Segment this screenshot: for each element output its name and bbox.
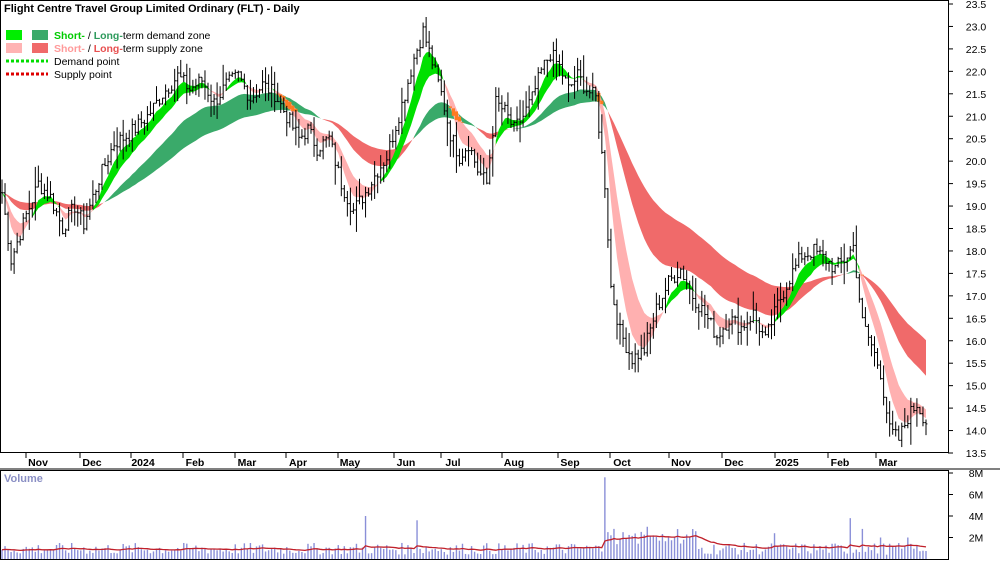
- price-tick-label: 21.5: [966, 89, 987, 101]
- short-zone-segment: [265, 87, 269, 90]
- overlap-zone-segment: [285, 99, 289, 108]
- overlap-zone-segment: [457, 116, 462, 122]
- volume-pane-frame: [0, 470, 949, 560]
- price-tick-label: 18.0: [966, 246, 987, 258]
- price-tick-label: 15.0: [966, 381, 987, 393]
- short-zone-segment: [5, 195, 33, 238]
- month-label: Jul: [445, 457, 460, 469]
- volume-axis: 2M 4M 6M 8M: [948, 468, 983, 545]
- month-label: Nov: [671, 457, 691, 469]
- short-zone-segment: [859, 266, 926, 423]
- price-tick-label: 16.0: [966, 336, 987, 348]
- price-tick-label: 20.5: [966, 134, 987, 146]
- volume-average-line: [1, 535, 927, 552]
- legend-short-supply-swatch: [6, 43, 22, 53]
- month-label: Aug: [504, 457, 524, 469]
- short-zone-segment: [380, 51, 445, 182]
- legend: Short- / Long-term demand zone Short- / …: [6, 30, 211, 81]
- month-label: Sep: [560, 457, 579, 469]
- short-zone-segment: [271, 87, 275, 92]
- volume-tick-label: 2M: [969, 533, 984, 545]
- time-axis: Nov Dec 2024 Feb Mar Apr May Jun Jul Aug Sep Oct Nov…: [25, 453, 898, 469]
- legend-demand-point: Demand point: [54, 56, 119, 68]
- month-label: Mar: [879, 457, 898, 469]
- month-label: Feb: [186, 457, 205, 469]
- price-tick-label: 22.5: [966, 44, 987, 56]
- price-tick-label: 21.0: [966, 111, 987, 123]
- price-tick-label: 14.5: [966, 403, 987, 415]
- overlap-zone-segment: [288, 101, 292, 110]
- long-zone-segment: [862, 274, 926, 376]
- short-zone-segment: [268, 87, 272, 90]
- legend-supply-point: Supply point: [54, 69, 112, 81]
- price-tick-label: 19.5: [966, 179, 987, 191]
- short-zone-segment: [583, 79, 666, 349]
- price-tick-label: 13.5: [966, 448, 987, 460]
- long-zone-segment: [847, 270, 863, 276]
- price-tick-label: 15.5: [966, 358, 987, 370]
- short-zone-segment: [59, 206, 93, 220]
- month-label: Dec: [724, 457, 743, 469]
- legend-long-demand-swatch: [32, 30, 48, 40]
- legend-long-supply-swatch: [32, 43, 48, 53]
- price-pane-frame: [0, 0, 949, 453]
- month-label: Mar: [238, 457, 257, 469]
- volume-tick-label: 4M: [969, 511, 984, 523]
- short-zone-segment: [32, 195, 60, 218]
- short-zone-segment: [2, 192, 5, 199]
- month-label: May: [340, 457, 361, 469]
- month-label: Nov: [28, 457, 48, 469]
- month-label: 2025: [775, 457, 799, 469]
- zone-bands: [2, 51, 926, 423]
- volume-label: Volume: [4, 473, 43, 485]
- price-axis: 13.5 14.0 14.5 15.0 15.5 16.0 16.5 17.0 17.5 18.0…: [948, 0, 986, 460]
- long-zone-segment: [323, 119, 414, 167]
- volume-tick-label: 8M: [969, 468, 984, 480]
- volume-tick-label: 6M: [969, 490, 984, 502]
- legend-demand-zone: Short- / Long-term demand zone: [54, 30, 211, 42]
- volume-bars: [1, 477, 927, 559]
- overlap-zone-segment: [448, 106, 452, 108]
- legend-supply-zone: Short- / Long-term supply zone: [54, 43, 203, 55]
- price-tick-label: 20.0: [966, 156, 987, 168]
- price-tick-label: 23.0: [966, 21, 987, 33]
- price-tick-label: 18.5: [966, 224, 987, 236]
- price-tick-label: 22.0: [966, 66, 987, 78]
- long-zone-segment: [414, 102, 478, 139]
- price-tick-label: 23.5: [966, 0, 987, 11]
- short-zone-segment: [774, 253, 860, 323]
- overlap-zone-segment: [454, 111, 459, 121]
- price-tick-label: 14.0: [966, 426, 987, 438]
- overlap-zone-segment: [460, 122, 465, 123]
- overlap-zone-segment: [451, 108, 455, 116]
- overlap-zone-segment: [291, 105, 295, 112]
- month-label: Apr: [289, 457, 307, 469]
- price-tick-label: 16.5: [966, 313, 987, 325]
- legend-short-demand-swatch: [6, 30, 22, 40]
- short-zone-segment: [665, 280, 696, 310]
- long-zone-segment: [514, 89, 608, 129]
- month-label: 2024: [131, 457, 155, 469]
- long-zone-segment: [2, 192, 5, 195]
- month-label: Oct: [613, 457, 631, 469]
- overlap-zone-segment: [860, 274, 864, 276]
- long-zone-segment: [607, 111, 848, 316]
- month-label: Dec: [82, 457, 101, 469]
- month-label: Jun: [397, 457, 416, 469]
- price-bars: [0, 16, 928, 448]
- overlap-zone-segment: [600, 100, 604, 105]
- short-zone-segment: [759, 320, 775, 329]
- short-zone-segment: [226, 77, 248, 91]
- price-tick-label: 17.0: [966, 291, 987, 303]
- price-tick-label: 17.5: [966, 268, 987, 280]
- short-zone-segment: [444, 81, 496, 171]
- chart-title: Flight Centre Travel Group Limited Ordin…: [4, 3, 300, 15]
- short-zone-segment: [211, 89, 227, 97]
- short-zone-segment: [274, 90, 381, 199]
- short-zone-segment: [495, 63, 584, 145]
- month-label: Feb: [831, 457, 850, 469]
- price-tick-label: 19.0: [966, 201, 987, 213]
